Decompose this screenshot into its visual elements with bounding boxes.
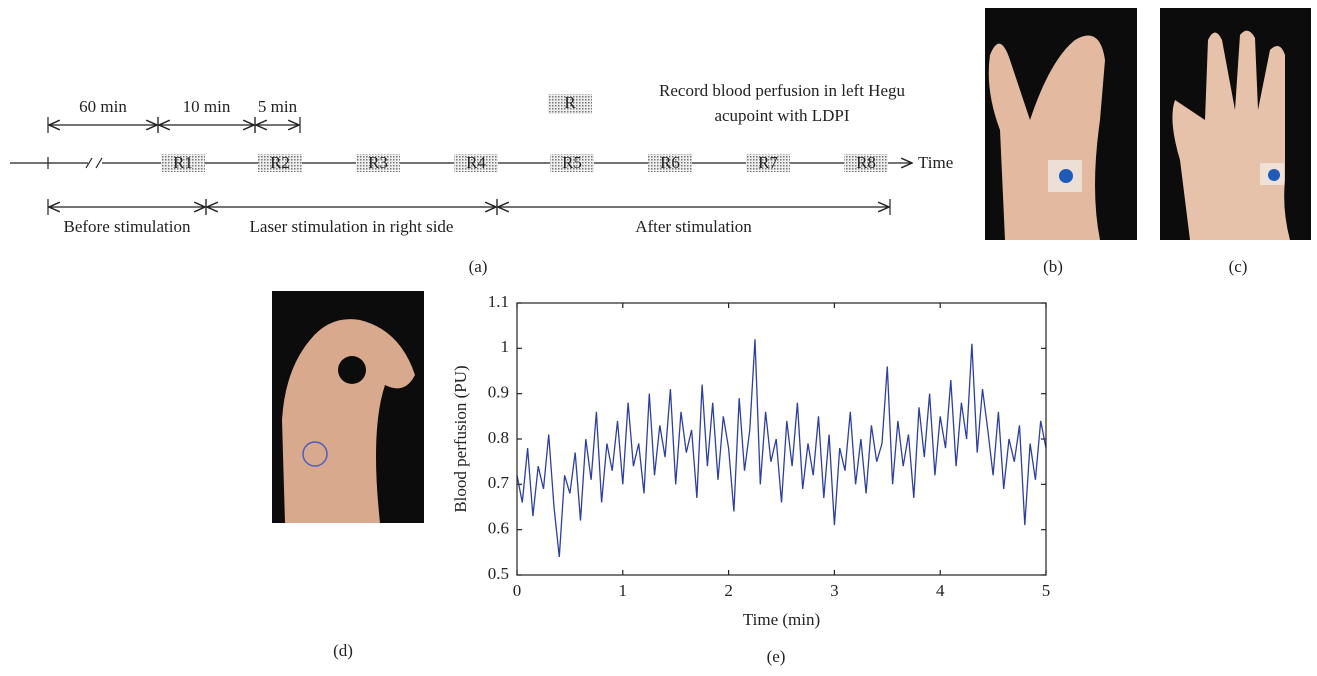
y-tick-label: 0.9 [488, 383, 509, 402]
record-box [454, 154, 498, 172]
panel-label: (e) [767, 647, 786, 666]
record-label: R6 [660, 153, 680, 172]
break-mark [85, 157, 103, 169]
x-tick-label: 1 [619, 581, 628, 600]
break [88, 159, 102, 167]
legend-text: acupoint with LDPI [714, 106, 849, 125]
record-box [648, 154, 692, 172]
legend-box [548, 94, 592, 114]
record-label: R5 [562, 153, 582, 172]
x-tick-label: 2 [724, 581, 733, 600]
y-tick-label: 0.8 [488, 428, 509, 447]
phase-label: After stimulation [635, 217, 752, 236]
legend-symbol: R [564, 93, 576, 112]
photo-c [1160, 8, 1311, 240]
y-tick-label: 1 [501, 337, 510, 356]
record-label: R1 [173, 153, 193, 172]
panel-label: (c) [1229, 257, 1248, 276]
record-box [356, 154, 400, 172]
record-box [844, 154, 888, 172]
phase-label: Laser stimulation in right side [250, 217, 454, 236]
record-box [258, 154, 302, 172]
data-line [516, 339, 1047, 557]
duration-label: 5 min [258, 97, 298, 116]
x-axis-title: Time (min) [743, 610, 820, 629]
photo-d [272, 291, 424, 523]
y-axis-title: Blood perfusion (PU) [451, 365, 470, 512]
y-tick-label: 0.5 [488, 564, 509, 583]
y-tick-label: 0.6 [488, 519, 509, 538]
y-tick-label: 0.7 [488, 473, 510, 492]
record-box [161, 154, 205, 172]
y-tick-label: 1.1 [488, 292, 509, 311]
duration-label: 10 min [183, 97, 231, 116]
record-label: R8 [856, 153, 876, 172]
photo-b [985, 8, 1137, 240]
x-tick-label: 5 [1042, 581, 1051, 600]
record-box [550, 154, 594, 172]
record-label: R2 [270, 153, 290, 172]
record-label: R4 [466, 153, 486, 172]
time-label: Time [918, 153, 953, 172]
x-tick-label: 3 [830, 581, 839, 600]
phase-label: Before stimulation [63, 217, 191, 236]
duration-label: 60 min [79, 97, 127, 116]
record-box [746, 154, 790, 172]
panel-label: (b) [1043, 257, 1063, 276]
panel-label: (a) [469, 257, 488, 276]
x-tick-label: 0 [513, 581, 522, 600]
record-label: R3 [368, 153, 388, 172]
panel-label: (d) [333, 641, 353, 660]
record-label: R7 [758, 153, 778, 172]
x-tick-label: 4 [936, 581, 945, 600]
plot-frame [516, 302, 1047, 576]
legend-text: Record blood perfusion in left Hegu [659, 81, 905, 100]
